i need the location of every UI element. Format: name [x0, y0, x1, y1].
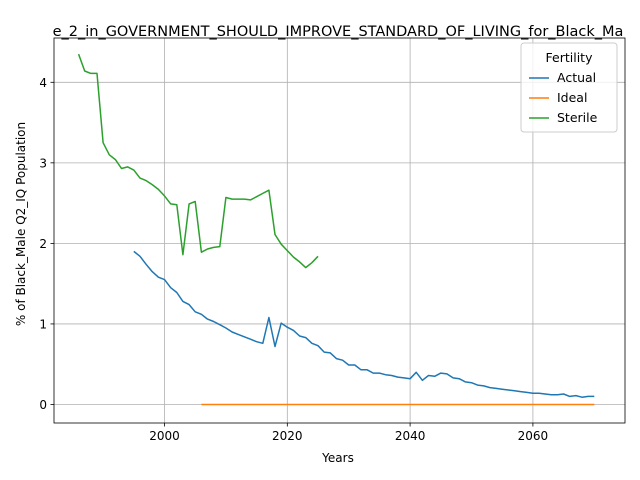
axis-ticks: 2000 2020 2040 2060 0 1 2 3 4 — [39, 76, 548, 443]
x-tick-label: 2020 — [272, 429, 303, 443]
legend-label-ideal: Ideal — [557, 90, 587, 105]
y-tick-label: 2 — [39, 237, 47, 251]
legend-label-actual: Actual — [557, 70, 596, 85]
legend-box — [520, 42, 618, 133]
series-line-sterile — [77, 53, 319, 269]
x-axis-label: Years — [321, 451, 354, 465]
x-tick-label: 2040 — [395, 429, 426, 443]
x-tick-label: 2060 — [518, 429, 549, 443]
legend-label-sterile: Sterile — [557, 110, 598, 125]
legend-entries: Actual Ideal Sterile — [529, 70, 598, 125]
y-tick-label: 0 — [39, 398, 47, 412]
y-tick-label: 4 — [39, 76, 47, 90]
chart-title: e_2_in_GOVERNMENT_SHOULD_IMPROVE_STANDAR… — [53, 24, 624, 40]
series-line-actual — [133, 250, 595, 398]
legend-title: Fertility — [546, 50, 594, 65]
plot-frame — [53, 37, 626, 424]
x-tick-label: 2000 — [149, 429, 180, 443]
series-lines — [77, 53, 595, 406]
y-axis-label: % of Black_Male Q2_IQ Population — [14, 122, 28, 326]
y-tick-label: 1 — [39, 317, 47, 331]
legend: Fertility Actual Ideal Sterile — [520, 42, 618, 133]
y-tick-label: 3 — [39, 156, 47, 170]
